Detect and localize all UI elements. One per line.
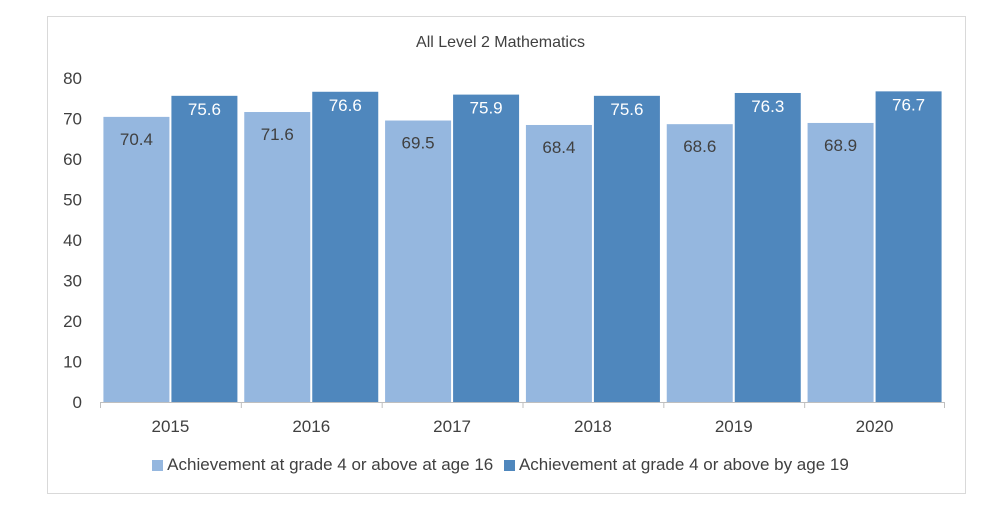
y-tick-label: 70 xyxy=(63,110,82,129)
data-label: 75.6 xyxy=(610,100,643,119)
bar-age-19 xyxy=(875,91,942,403)
legend-item-age-16: Achievement at grade 4 or above at age 1… xyxy=(152,455,493,475)
bar-age-19 xyxy=(734,92,801,403)
data-label: 71.6 xyxy=(261,125,294,144)
y-tick-label: 0 xyxy=(73,393,82,412)
bar-age-16 xyxy=(666,124,733,403)
x-tick-label: 2016 xyxy=(292,417,330,436)
x-tick-label: 2017 xyxy=(433,417,471,436)
y-tick-label: 30 xyxy=(63,272,82,291)
data-label: 76.7 xyxy=(892,95,925,114)
x-tick-label: 2015 xyxy=(152,417,190,436)
legend-label-age-16: Achievement at grade 4 or above at age 1… xyxy=(167,455,494,474)
y-tick-label: 50 xyxy=(63,191,82,210)
bar-age-16 xyxy=(807,122,874,402)
chart-title: All Level 2 Mathematics xyxy=(416,34,585,51)
bar-age-19 xyxy=(593,95,660,402)
bar-age-16 xyxy=(103,116,170,402)
bar-age-19 xyxy=(312,91,379,403)
bar-age-19 xyxy=(171,95,238,402)
data-label: 76.6 xyxy=(329,96,362,115)
legend-label-age-19: Achievement at grade 4 or above by age 1… xyxy=(518,455,849,474)
legend-swatch-age-19 xyxy=(503,459,515,471)
y-tick-label: 80 xyxy=(63,69,82,88)
data-label: 75.9 xyxy=(470,99,503,118)
data-label: 75.6 xyxy=(188,100,221,119)
data-label: 70.4 xyxy=(120,130,153,149)
y-tick-label: 20 xyxy=(63,312,82,331)
bar-age-16 xyxy=(525,124,592,402)
bar-age-16 xyxy=(385,120,452,403)
data-label: 76.3 xyxy=(751,97,784,116)
legend: Achievement at grade 4 or above at age 1… xyxy=(0,455,1001,476)
data-label: 68.9 xyxy=(824,136,857,155)
data-label: 69.5 xyxy=(402,134,435,153)
x-tick-label: 2018 xyxy=(574,417,612,436)
y-tick-label: 60 xyxy=(63,150,82,169)
data-label: 68.4 xyxy=(542,138,575,157)
y-tick-label: 10 xyxy=(63,353,82,372)
legend-item-age-19: Achievement at grade 4 or above by age 1… xyxy=(503,455,849,475)
bar-age-16 xyxy=(244,112,311,403)
x-tick-label: 2019 xyxy=(715,417,753,436)
legend-swatch-age-16 xyxy=(152,459,164,471)
data-label: 68.6 xyxy=(683,137,716,156)
y-tick-label: 40 xyxy=(63,231,82,250)
bar-age-19 xyxy=(453,94,520,402)
x-tick-label: 2020 xyxy=(856,417,894,436)
